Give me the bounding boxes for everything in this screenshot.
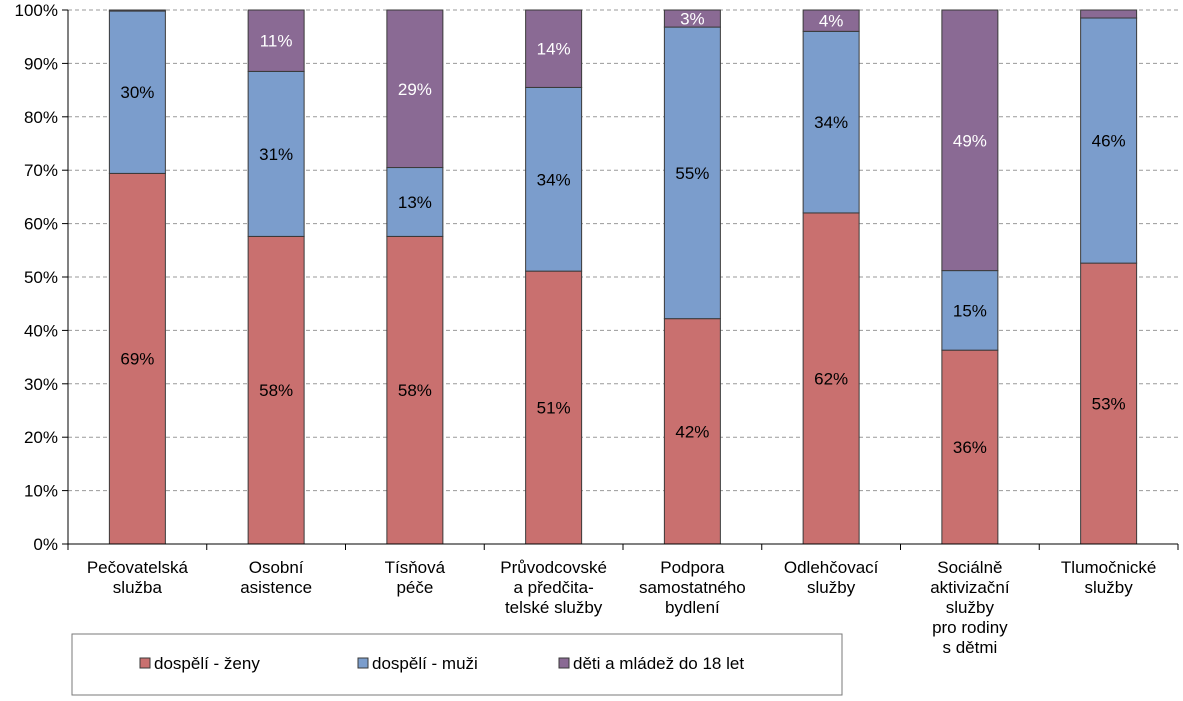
bar-segment — [802, 30, 860, 214]
data-label: 51% — [537, 399, 571, 418]
y-tick-label: 70% — [24, 161, 58, 180]
y-tick-label: 80% — [24, 108, 58, 127]
bar-segment — [941, 349, 999, 545]
bar-segment — [802, 212, 860, 545]
data-label: 34% — [814, 113, 848, 132]
data-label: 46% — [1092, 132, 1126, 151]
data-label: 3% — [680, 10, 705, 29]
y-axis-tick-labels: 0% 10% 20% 30% 40% 50% 60% 70% 80% 90% 100% — [15, 1, 58, 554]
y-tick-label: 20% — [24, 428, 58, 447]
data-label: 15% — [953, 301, 987, 320]
legend-swatch — [139, 657, 151, 669]
bar-segment — [663, 26, 721, 320]
bar-segment — [1080, 17, 1138, 264]
y-tick-label: 10% — [24, 482, 58, 501]
data-label: 14% — [537, 40, 571, 59]
data-labels: 69% 30% 58% 31% 11% 58% 13% 29% 51% 34% 14% 42% 55% 3… — [120, 10, 1125, 458]
y-tick-label: 60% — [24, 215, 58, 234]
x-category-label: Odlehčovací služby — [784, 558, 879, 597]
data-label: 4% — [819, 12, 844, 31]
legend-box — [71, 633, 843, 696]
y-tick-label: 30% — [24, 375, 58, 394]
data-label: 36% — [953, 438, 987, 457]
x-category-label: Pečovatelská služba — [87, 558, 189, 597]
bar-segment — [108, 9, 166, 12]
x-category-label: Tísňová péče — [385, 558, 446, 597]
bar-segment — [802, 9, 860, 32]
bar-segment — [663, 9, 721, 28]
bar-segment — [386, 235, 444, 545]
legend-swatch — [558, 657, 570, 669]
legend-swatch — [357, 657, 369, 669]
bar-segment — [386, 167, 444, 237]
x-category-label: Průvodcovské a předčita-telské služby — [500, 558, 607, 617]
bar-segment — [941, 270, 999, 351]
x-axis-category-labels: Pečovatelská služba Osobní asistence Tísňová… — [87, 558, 1157, 657]
data-label: 30% — [120, 83, 154, 102]
data-label: 55% — [675, 164, 709, 183]
legend: dospělí - ženy dospělí - muži děti a mláde… — [71, 633, 843, 696]
bar-segment — [941, 9, 999, 272]
legend-label: děti a mládež do 18 let — [573, 654, 744, 673]
data-label: 58% — [259, 381, 293, 400]
data-label: 42% — [675, 422, 709, 441]
bar-segment — [525, 86, 583, 272]
gridlines — [68, 9, 1178, 492]
data-label: 29% — [398, 80, 432, 99]
legend-label: dospělí - muži — [372, 654, 478, 673]
data-label: 69% — [120, 350, 154, 369]
bar-segment — [1080, 9, 1138, 19]
bar-segment — [663, 318, 721, 545]
legend-label: dospělí - ženy — [154, 654, 260, 673]
bars — [108, 9, 1138, 545]
data-label: 31% — [259, 145, 293, 164]
data-label: 58% — [398, 381, 432, 400]
data-label: 34% — [537, 170, 571, 189]
x-category-label: Sociálně aktivizační služby pro rodiny s dět… — [930, 558, 1010, 657]
axes — [62, 9, 1179, 550]
data-label: 53% — [1092, 395, 1126, 414]
data-label: 62% — [814, 369, 848, 388]
data-label: 49% — [953, 131, 987, 150]
data-label: 11% — [260, 32, 293, 51]
bar-segment — [1080, 262, 1138, 545]
x-category-label: Podpora samostatného bydlení — [639, 558, 746, 617]
data-label: 13% — [398, 193, 432, 212]
bar-segment — [247, 70, 305, 237]
x-category-label: Osobní asistence — [240, 558, 312, 597]
x-category-label: Tlumočnické služby — [1061, 558, 1156, 597]
y-tick-label: 0% — [33, 535, 58, 554]
y-tick-label: 50% — [24, 268, 58, 287]
bar-segment — [386, 9, 444, 169]
y-tick-label: 90% — [24, 54, 58, 73]
y-tick-label: 100% — [15, 1, 58, 20]
bar-segment — [108, 10, 166, 174]
y-tick-label: 40% — [24, 321, 58, 340]
bar-segment — [525, 9, 583, 88]
bar-segment — [247, 9, 305, 72]
